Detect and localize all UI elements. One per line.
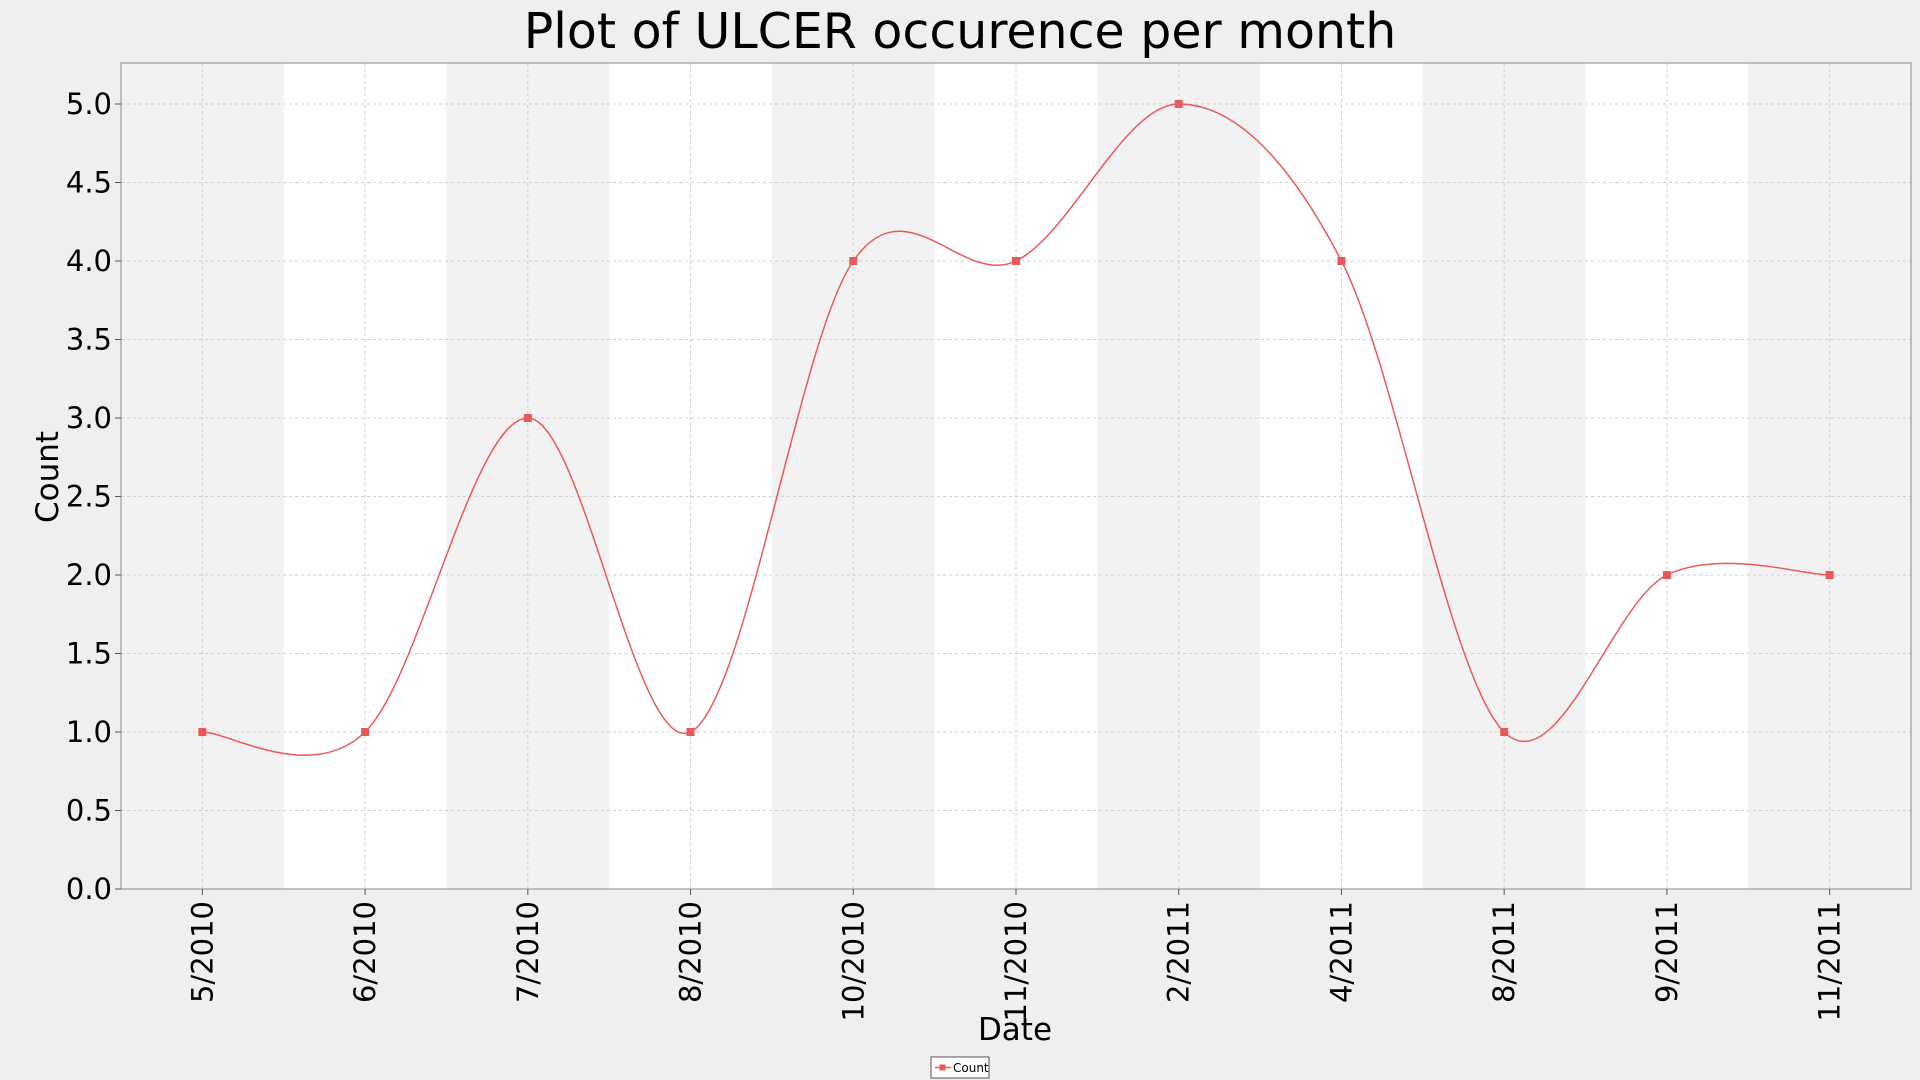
data-point-marker [1174,100,1183,108]
data-point-marker [361,728,370,736]
category-band [1422,63,1586,889]
x-tick-label: 9/2011 [1650,901,1684,1003]
category-band [934,63,1098,889]
y-tick-label: 2.0 [66,558,112,592]
x-tick-label: 6/2010 [348,901,382,1003]
y-tick-label: 1.5 [66,637,112,671]
y-tick-label: 0.0 [66,872,112,906]
category-band [283,63,447,889]
y-axis-title: Count [30,431,66,523]
data-point-marker [198,728,207,736]
category-band [1097,63,1261,889]
data-point-marker [1500,728,1509,736]
data-point-marker [1825,571,1834,579]
category-band [1585,63,1749,889]
data-point-marker [686,728,695,736]
y-tick-label: 1.0 [66,715,112,749]
y-tick-label: 0.5 [66,794,112,828]
y-tick-label: 3.5 [66,323,112,357]
chart-title: Plot of ULCER occurence per month [524,3,1397,60]
x-axis-title: Date [978,1012,1052,1048]
category-band [1748,63,1911,889]
category-band [1260,63,1423,889]
data-point-marker [1662,571,1671,579]
x-tick-label: 8/2010 [674,901,708,1003]
category-band [446,63,610,889]
x-tick-label: 7/2010 [511,901,545,1003]
data-point-marker [849,257,858,265]
x-tick-label: 11/2010 [999,901,1033,1021]
y-tick-label: 3.0 [66,401,112,435]
data-point-marker [1337,257,1346,265]
legend-square-marker [939,1064,946,1071]
y-tick-label: 4.5 [66,166,112,200]
legend-item-count: Count [953,1061,989,1075]
legend-box [930,1056,990,1079]
x-tick-label: 8/2011 [1487,901,1521,1003]
data-point-marker [523,414,532,422]
x-tick-label: 5/2010 [185,901,219,1003]
y-tick-label: 4.0 [66,244,112,278]
category-band [121,63,284,889]
legend: Count [930,1056,990,1079]
x-tick-label: 11/2011 [1813,901,1847,1021]
series-line [202,103,1830,757]
data-point-marker [1012,257,1020,265]
x-tick-label: 4/2011 [1324,901,1358,1003]
y-axis-ticks: 0.0 0.5 1.0 1.5 2.0 2.5 3.0 3.5 4.0 4.5 5.0 [66,87,121,906]
x-tick-label: 2/2011 [1162,901,1196,1003]
y-tick-label: 2.5 [66,480,112,514]
x-axis-ticks: 5/2010 6/2010 7/2010 8/2010 10/2010 11/2010 2/… [185,889,1847,1021]
category-bands [121,63,1911,889]
x-tick-label: 10/2010 [836,901,870,1021]
y-tick-label: 5.0 [66,87,112,121]
category-band [609,63,772,889]
category-band [771,63,935,889]
series-count [198,100,1834,757]
